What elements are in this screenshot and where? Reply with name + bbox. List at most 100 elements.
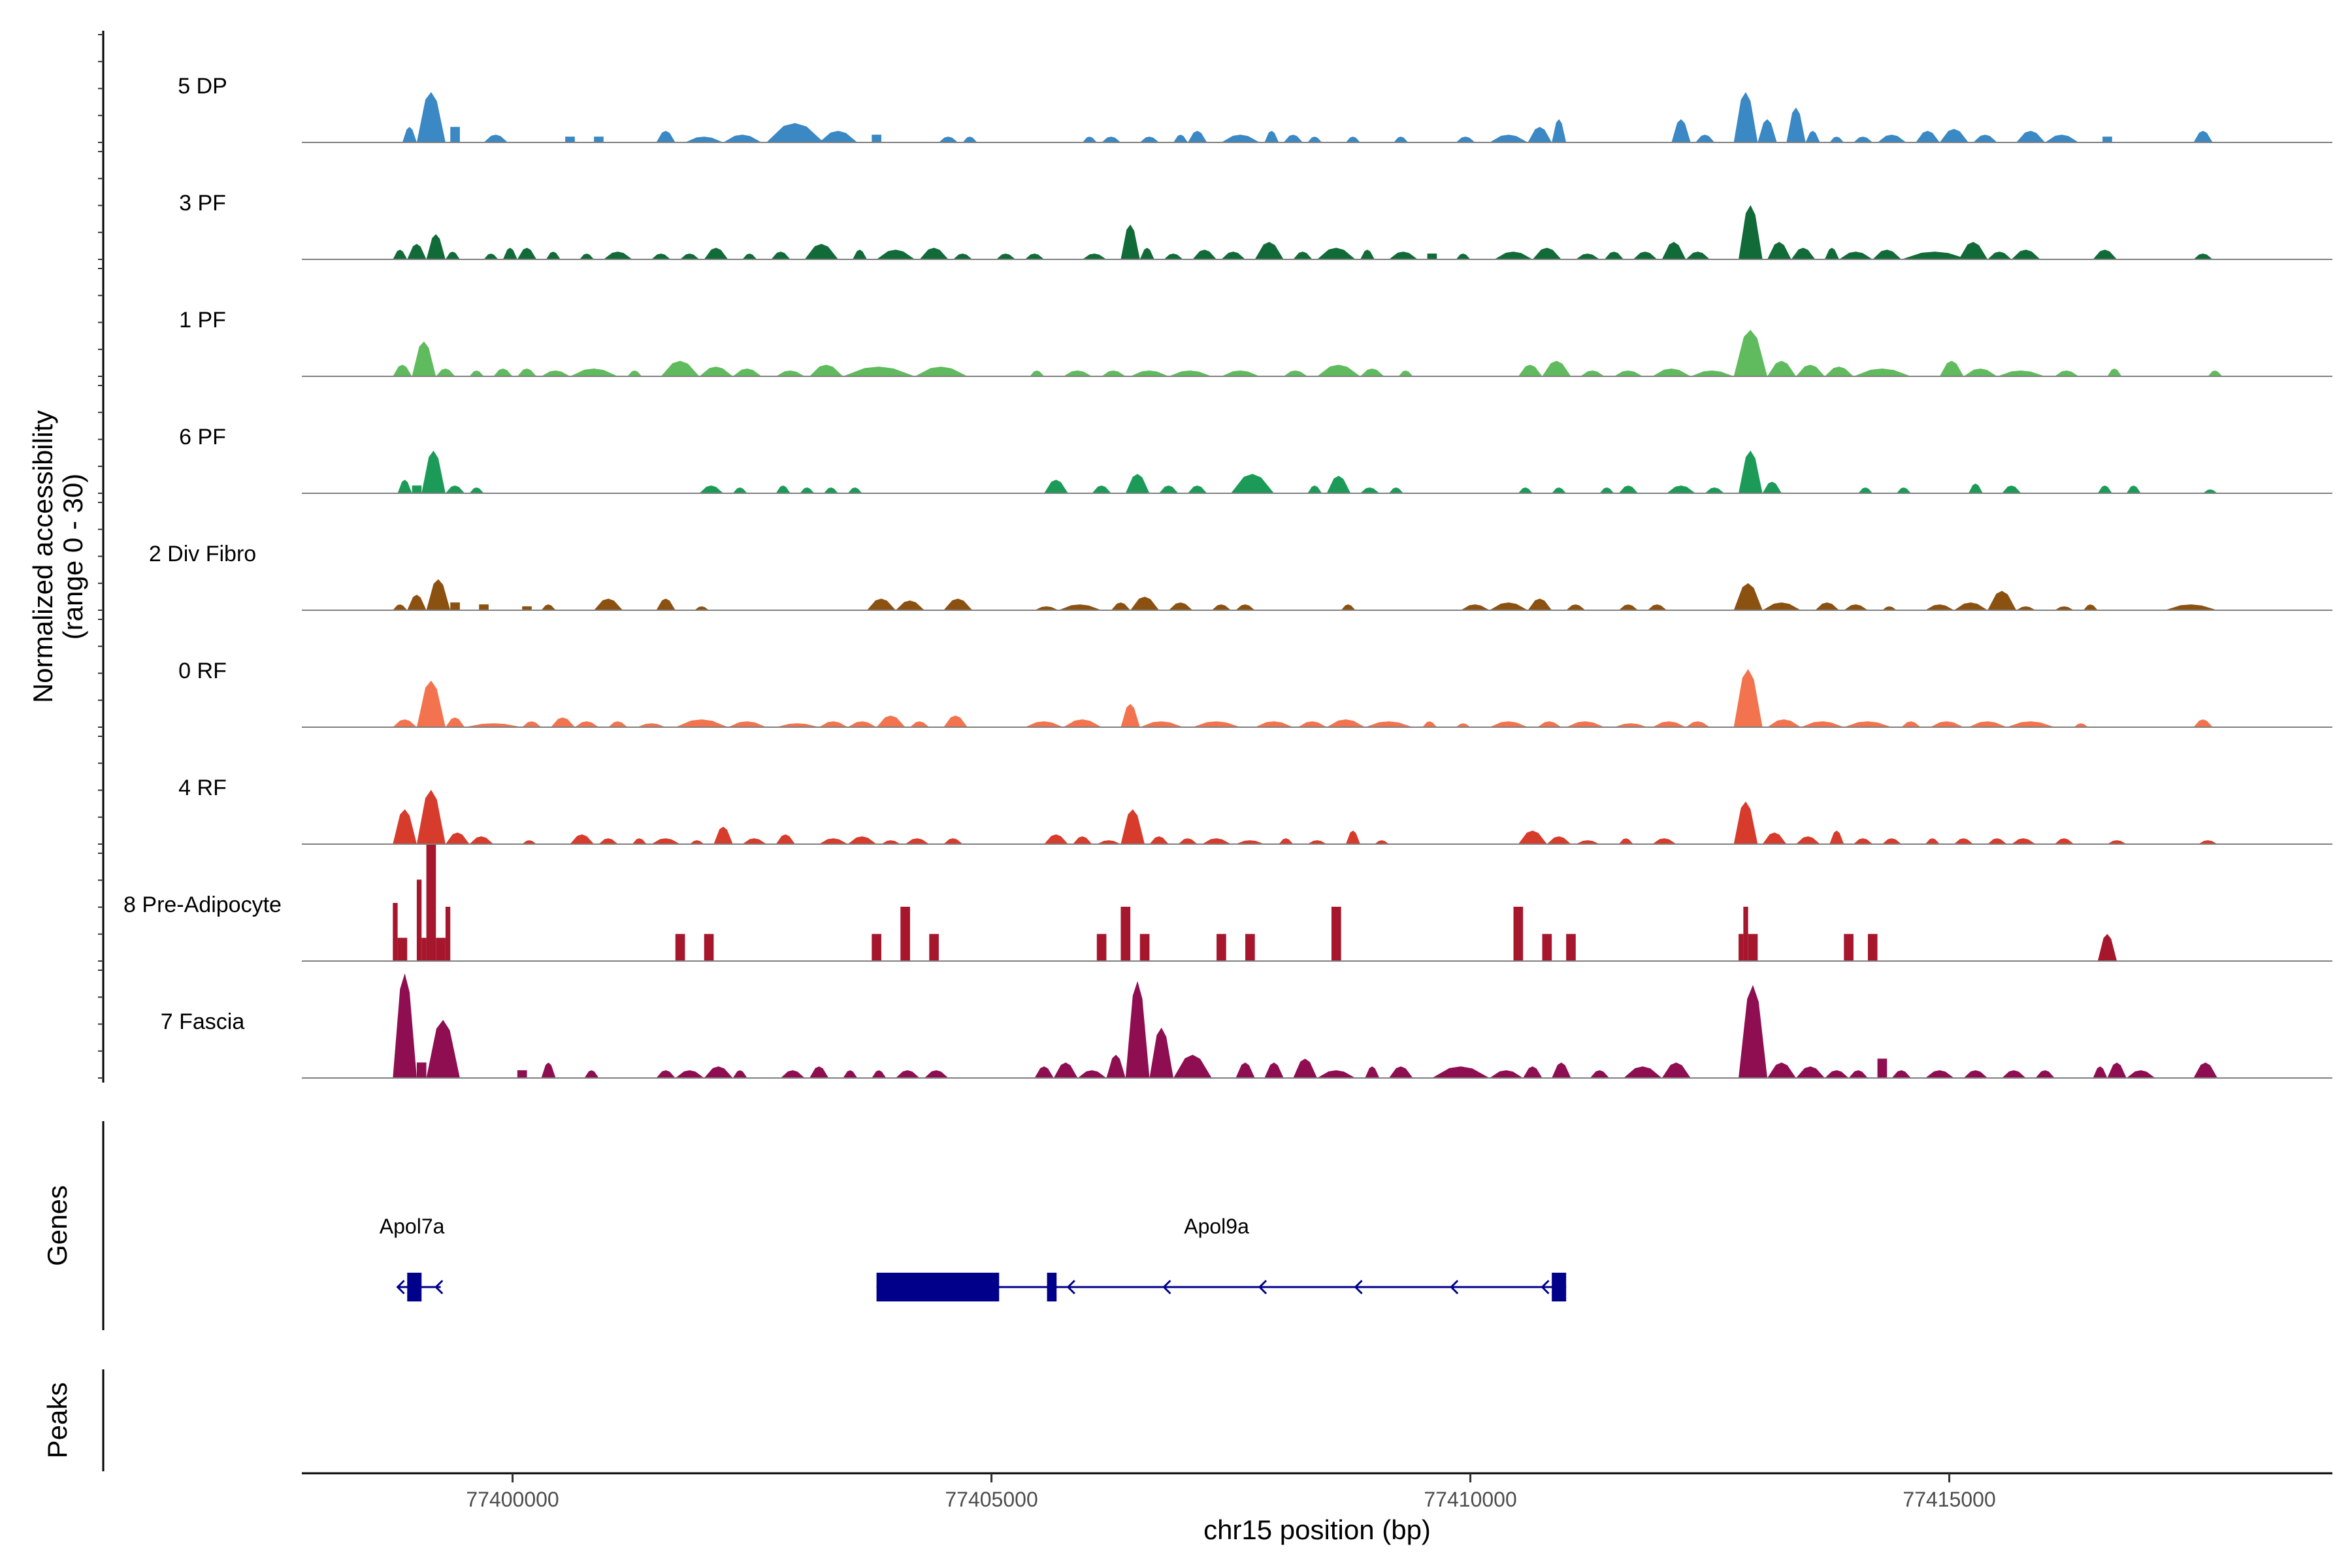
coverage-peak [1053, 1062, 1078, 1078]
gene-apol9a: Apol9a [876, 1215, 1567, 1301]
coverage-peak [1925, 604, 1954, 610]
coverage-peak [1360, 487, 1380, 493]
coverage-peak [872, 934, 881, 961]
strand-arrow [1162, 1279, 1171, 1295]
coverage-peak [1139, 934, 1150, 961]
coverage-peak [1939, 129, 1968, 142]
coverage-peak [661, 361, 700, 376]
coverage-peak [1125, 474, 1150, 493]
coverage-peak [656, 1070, 676, 1078]
coverage-peak [1614, 723, 1648, 727]
coverage-peak [1733, 329, 1768, 376]
coverage-peak [517, 1070, 527, 1078]
coverage-peak [637, 723, 666, 727]
coverage-peak [1686, 721, 1710, 727]
coverage-peak [1058, 604, 1102, 610]
coverage-peak [1695, 135, 1715, 142]
coverage-peak [2016, 606, 2036, 610]
coverage-peak [1221, 135, 1260, 142]
coverage-peak [1120, 809, 1145, 844]
coverage-peak [1963, 368, 1997, 376]
y-axis-title-line1: Normalized accessibility [27, 410, 58, 703]
coverage-peak [699, 367, 733, 376]
coverage-peak [800, 487, 815, 493]
coverage-peak [962, 137, 977, 142]
coverage-peak [1867, 934, 1878, 961]
coverage-peak [1394, 137, 1409, 142]
coverage-peak [1739, 450, 1763, 493]
coverage-peak [436, 938, 446, 961]
coverage-peak [1987, 591, 2017, 610]
coverage-peak [1532, 248, 1561, 259]
coverage-peak [1647, 604, 1667, 610]
coverage-peak [445, 832, 470, 844]
coverage-peak [1307, 137, 1322, 142]
coverage-peak [2016, 131, 2046, 142]
coverage-peak [2102, 137, 2112, 142]
coverage-peak [732, 368, 762, 376]
coverage-peak [2203, 489, 2218, 493]
coverage-peak [1575, 253, 1600, 259]
track-2-div-fibro: 2 Div Fibro [149, 542, 2332, 611]
coverage-peak [1523, 1066, 1543, 1078]
coverage-peak [393, 365, 412, 376]
coverage-peak [426, 1020, 460, 1078]
coverage-peak [1120, 224, 1140, 259]
coverage-peak [1139, 721, 1183, 727]
coverage-peak [1331, 906, 1341, 961]
coverage-peak [1120, 906, 1131, 961]
coverage-peak [570, 834, 595, 844]
coverage-peak [1159, 485, 1179, 493]
track-3-pf: 3 PF [179, 191, 2332, 260]
coverage-peak [1733, 91, 1758, 142]
coverage-peak [421, 938, 427, 961]
coverage-peak [929, 934, 939, 961]
coverage-peak [1106, 1054, 1126, 1078]
coverage-peak [1767, 361, 1797, 376]
coverage-peak [1566, 604, 1586, 610]
coverage-peak [713, 826, 733, 844]
coverage-peak [1733, 669, 1763, 727]
coverage-peak [1566, 934, 1576, 961]
coverage-peak [426, 234, 446, 259]
coverage-peak [1546, 836, 1571, 844]
coverage-peak [1254, 721, 1294, 727]
track-8-pre-adipocyte: 8 Pre-Adipocyte [123, 845, 2332, 962]
coverage-peak [1796, 836, 1820, 844]
coverage-peak [1063, 719, 1102, 727]
coverage-peak [742, 253, 757, 259]
coverage-peak [776, 723, 819, 727]
coverage-peak [1456, 723, 1471, 727]
coverage-peak [872, 1070, 887, 1078]
coverage-peak [651, 253, 671, 259]
coverage-peak [393, 809, 417, 844]
coverage-peak [1652, 721, 1686, 727]
coverage-peak [1326, 476, 1351, 493]
coverage-peak [2054, 370, 2079, 376]
coverage-peak [656, 598, 676, 610]
coverage-peak [1705, 487, 1725, 493]
coverage-peak [598, 838, 618, 844]
coverage-peak [1317, 365, 1360, 376]
coverage-peak [1102, 137, 1121, 142]
coverage-peak [1360, 250, 1375, 259]
coverage-peak [1188, 485, 1207, 493]
coverage-peak [1188, 131, 1207, 142]
coverage-peak [1307, 485, 1322, 493]
coverage-peak [1082, 253, 1107, 259]
coverage-peak [1953, 838, 1974, 844]
coverage-peak [2002, 485, 2021, 493]
coverage-peak [1096, 840, 1121, 844]
coverage-peak [847, 487, 862, 493]
coverage-peak [1925, 1070, 1954, 1078]
strand-arrow [1258, 1279, 1267, 1295]
coverage-peak [847, 721, 877, 727]
coverage-peak [2126, 485, 2141, 493]
coverage-peak [522, 606, 532, 610]
coverage-peak [704, 934, 714, 961]
coverage-peak [1844, 721, 1892, 727]
coverage-peak [1326, 719, 1365, 727]
peaks-track-title: Peaks [42, 1382, 73, 1459]
gene-exon [1047, 1273, 1057, 1301]
